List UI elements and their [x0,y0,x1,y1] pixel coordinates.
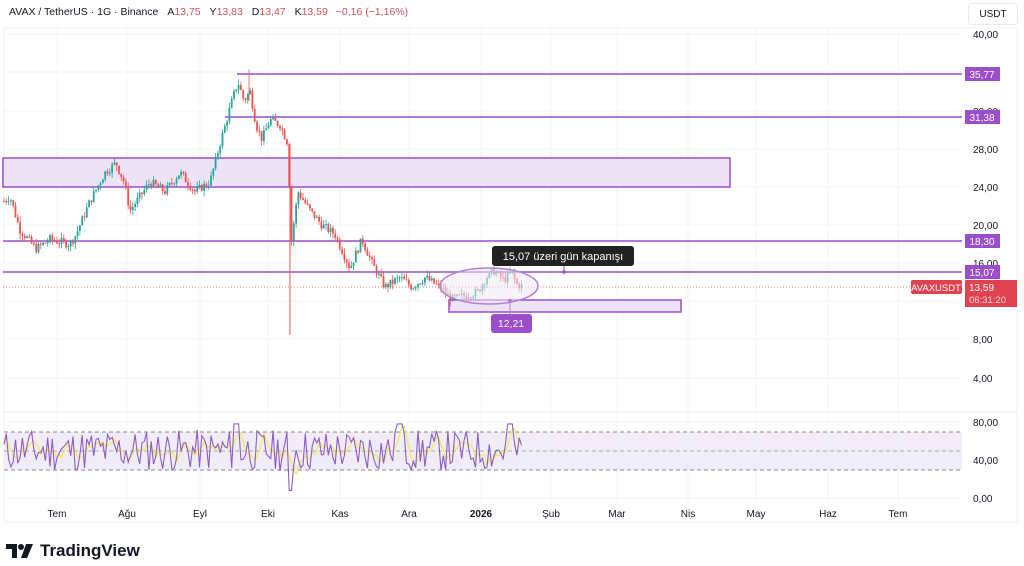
time-tick-year: 2026 [470,509,493,520]
time-tick: May [747,509,766,520]
brand-name: TradingView [40,541,140,560]
open-value: 13,75 [174,6,201,18]
symbol-legend: AVAX / TetherUS · 1G · Binance A13,75 Y1… [9,6,408,18]
time-tick: Ara [401,509,417,520]
symbol-title[interactable]: AVAX / TetherUS · 1G · Binance [9,6,159,18]
low-label: D [251,6,260,18]
consolidation-ellipse[interactable] [439,267,539,305]
resistance-zone[interactable] [2,157,731,188]
time-tick: Eki [261,509,275,520]
time-tick: Tem [889,509,908,520]
close-label: K [294,6,302,18]
tradingview-logo-icon [6,544,33,558]
low-value: 13,47 [259,6,286,18]
price-tick: 8,00 [973,335,993,346]
rsi-tick: 40,00 [973,456,998,467]
price-tick: 16,00 [973,259,998,270]
level-label-15-07: 15,07 [969,268,994,279]
annotation-callout-box[interactable] [492,246,634,266]
rsi-line [3,423,523,491]
time-axis[interactable]: Tem Ağu Eyl Eki Kas Ara 2026 Şub Mar Nis… [48,509,908,520]
time-tick: Mar [608,509,626,520]
rsi-ma-line [3,425,523,476]
change-value: −0,16 (−1,16%) [335,6,409,18]
price-tick: 28,00 [973,145,998,156]
high-label: Y [209,6,217,18]
level-label-18-30: 18,30 [969,237,994,248]
level-label-bg [965,110,1000,124]
annotation-callout-text: 15,07 üzeri gün kapanışı [503,251,623,263]
price-tick: 24,00 [973,183,998,194]
rsi-tick: 80,00 [973,418,998,429]
time-tick: Eyl [193,509,207,520]
level-label-31-38: 31,38 [969,113,994,124]
price-tick: 4,00 [973,374,993,385]
close-value: 13,59 [301,6,328,18]
open-label: A [167,6,175,18]
price-tick: 40,00 [973,30,998,41]
bar-countdown: 06:31:20 [969,295,1006,306]
candlestick-series[interactable] [3,69,523,335]
high-value: 13,83 [216,6,243,18]
tradingview-logo[interactable]: TradingView [6,541,140,561]
currency-unit-button[interactable]: USDT [968,3,1018,25]
level-label-bg [965,265,1000,279]
support-price-text: 12,21 [498,318,524,330]
chart-frame [3,27,1018,523]
time-tick: Tem [48,509,67,520]
symbol-tag: AVAXUSDT [911,283,961,294]
time-tick: Haz [819,509,837,520]
level-label-bg [965,234,1000,248]
rsi-tick: 0,00 [973,494,993,505]
time-tick: Nis [681,509,695,520]
time-tick: Kas [331,509,348,520]
symbol-tag-bg [911,280,962,294]
current-price-label-bg [965,280,1017,307]
time-tick: Ağu [118,509,136,520]
level-label-bg [965,67,1000,81]
level-label-35-77: 35,77 [969,70,994,81]
time-tick: Şub [542,509,560,520]
current-price-label: 13,59 [969,283,994,294]
support-price-badge[interactable] [491,314,532,333]
price-tick: 20,00 [973,221,998,232]
